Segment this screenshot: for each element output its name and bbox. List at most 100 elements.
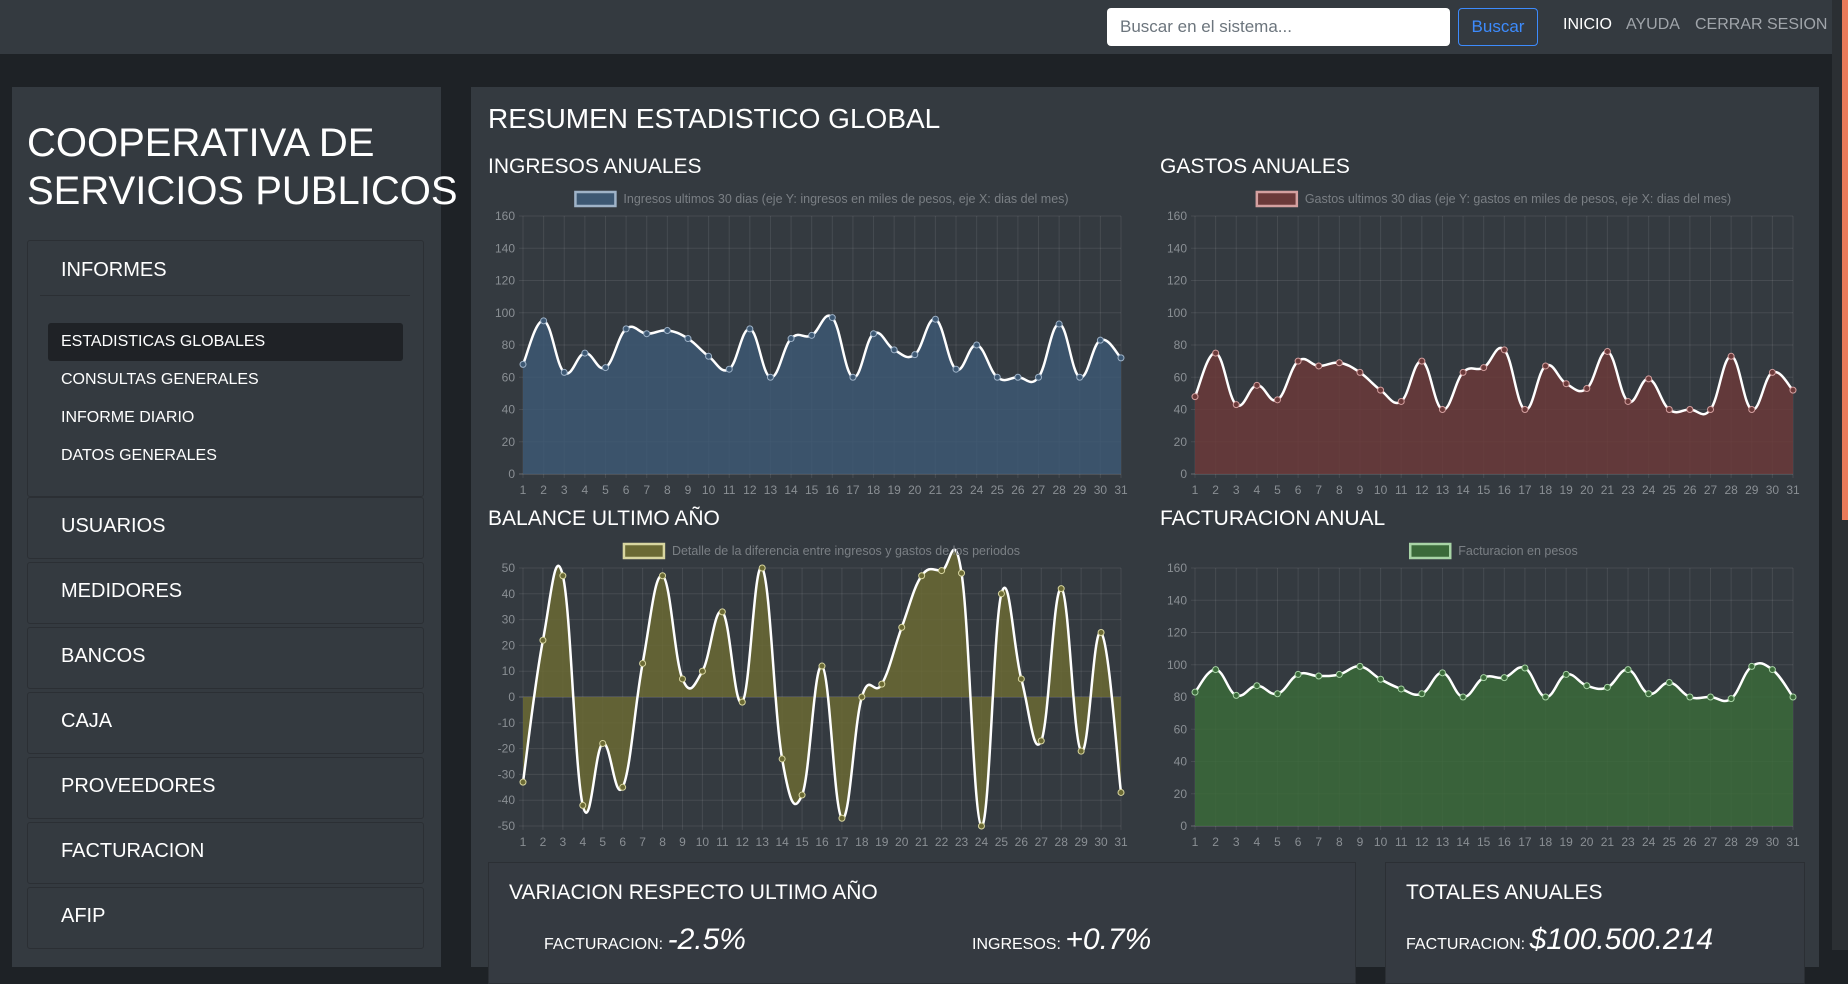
- y-tick-label: 20: [1174, 787, 1188, 801]
- x-tick-label: 3: [1233, 483, 1240, 497]
- variation-card: VARIACION RESPECTO ULTIMO AÑO FACTURACIO…: [488, 862, 1356, 984]
- point: [1748, 406, 1756, 413]
- search-button[interactable]: Buscar: [1458, 8, 1538, 46]
- point: [878, 680, 886, 688]
- menu-box: [27, 692, 424, 754]
- x-tick-label: 21: [929, 483, 943, 497]
- point: [1057, 585, 1065, 593]
- x-tick-label: 15: [1477, 835, 1491, 849]
- menu-section[interactable]: INFORMES: [61, 259, 167, 281]
- x-tick-label: 12: [736, 835, 750, 849]
- point: [870, 330, 878, 338]
- point: [540, 317, 548, 325]
- x-tick-label: 7: [1315, 835, 1322, 849]
- menu-item[interactable]: ESTADISTICAS GLOBALES: [61, 333, 266, 350]
- point: [1315, 362, 1323, 370]
- point: [1583, 385, 1591, 393]
- point: [858, 693, 866, 701]
- menu-item[interactable]: DATOS GENERALES: [61, 447, 217, 464]
- area: [1195, 663, 1793, 826]
- point: [798, 791, 806, 799]
- point: [601, 364, 609, 372]
- x-tick-label: 3: [1233, 835, 1240, 849]
- point: [977, 822, 985, 830]
- x-tick-label: 24: [970, 483, 984, 497]
- point: [1096, 336, 1104, 344]
- x-tick-label: 10: [696, 835, 710, 849]
- search-input[interactable]: Buscar en el sistema...: [1107, 8, 1450, 46]
- content: RESUMEN ESTADISTICO GLOBAL VARIACION RES…: [27, 103, 1805, 984]
- line: [521, 548, 1123, 828]
- x-tick-label: 31: [1114, 483, 1128, 497]
- x-tick-label: 28: [1724, 483, 1738, 497]
- point: [898, 623, 906, 631]
- chart-title: FACTURACION ANUAL: [1160, 507, 1385, 530]
- point: [1521, 406, 1529, 413]
- x-tick-label: 19: [1559, 835, 1573, 849]
- menu-box: [27, 757, 424, 819]
- x-tick-label: 18: [867, 483, 881, 497]
- y-tick-label: 120: [1167, 274, 1187, 288]
- menu-section[interactable]: USUARIOS: [61, 515, 166, 537]
- x-tick-label: 7: [643, 483, 650, 497]
- y-tick-label: 10: [502, 664, 516, 678]
- navbar: Buscar en el sistema... Buscar INICIO AY…: [0, 0, 1848, 54]
- x-tick-label: 26: [1011, 483, 1025, 497]
- point: [787, 335, 795, 343]
- stat-value: +0.7%: [1065, 923, 1152, 956]
- point: [1294, 357, 1302, 365]
- nav-link[interactable]: CERRAR SESION: [1695, 16, 1828, 33]
- y-tick-label: -50: [498, 819, 516, 833]
- point: [1077, 747, 1085, 755]
- nav-link[interactable]: INICIO: [1563, 16, 1612, 33]
- point: [1562, 670, 1570, 678]
- y-tick-label: 0: [508, 467, 515, 481]
- x-tick-label: 16: [1498, 835, 1512, 849]
- x-tick-label: 8: [659, 835, 666, 849]
- menu-section[interactable]: FACTURACION: [61, 840, 205, 862]
- point: [519, 360, 527, 368]
- y-tick-label: 0: [1180, 819, 1187, 833]
- point: [828, 314, 836, 322]
- x-tick-label: 29: [1074, 835, 1088, 849]
- y-tick-label: 40: [502, 403, 516, 417]
- menu-item[interactable]: INFORME DIARIO: [61, 409, 195, 426]
- x-tick-label: 29: [1745, 483, 1759, 497]
- menu-section[interactable]: AFIP: [61, 905, 106, 927]
- nav-link[interactable]: AYUDA: [1626, 16, 1680, 33]
- x-tick-label: 6: [623, 483, 630, 497]
- point: [1294, 670, 1302, 678]
- legend-swatch: [1255, 190, 1299, 208]
- menu-box: [27, 627, 424, 689]
- point: [778, 755, 786, 763]
- y-tick-label: 160: [1167, 209, 1187, 223]
- x-tick-label: 17: [835, 835, 849, 849]
- point: [1097, 629, 1105, 636]
- y-tick-label: 160: [1167, 561, 1187, 575]
- point: [560, 368, 568, 376]
- menu-box: [27, 562, 424, 624]
- x-tick-label: 1: [1192, 835, 1199, 849]
- x-tick-label: 27: [1704, 483, 1718, 497]
- active-item-bg[interactable]: [48, 323, 403, 361]
- y-tick-label: 120: [1167, 626, 1187, 640]
- menu-section[interactable]: MEDIDORES: [61, 580, 183, 602]
- point: [890, 346, 898, 354]
- point: [1665, 406, 1673, 413]
- point: [1624, 666, 1632, 674]
- point: [1789, 386, 1797, 394]
- menu-item[interactable]: CONSULTAS GENERALES: [61, 371, 259, 388]
- menu-section[interactable]: CAJA: [61, 710, 113, 732]
- point: [997, 590, 1005, 598]
- x-tick-label: 16: [826, 483, 840, 497]
- point: [1624, 397, 1632, 405]
- menu-section[interactable]: BANCOS: [61, 645, 146, 667]
- x-tick-label: 7: [1315, 483, 1322, 497]
- sidebar-title: COOPERATIVA DE: [27, 121, 375, 165]
- point: [766, 373, 774, 381]
- chart-title: GASTOS ANUALES: [1160, 155, 1350, 178]
- point: [973, 341, 981, 349]
- x-tick-label: 6: [619, 835, 626, 849]
- menu-section[interactable]: PROVEEDORES: [61, 775, 216, 797]
- x-tick-label: 25: [995, 835, 1009, 849]
